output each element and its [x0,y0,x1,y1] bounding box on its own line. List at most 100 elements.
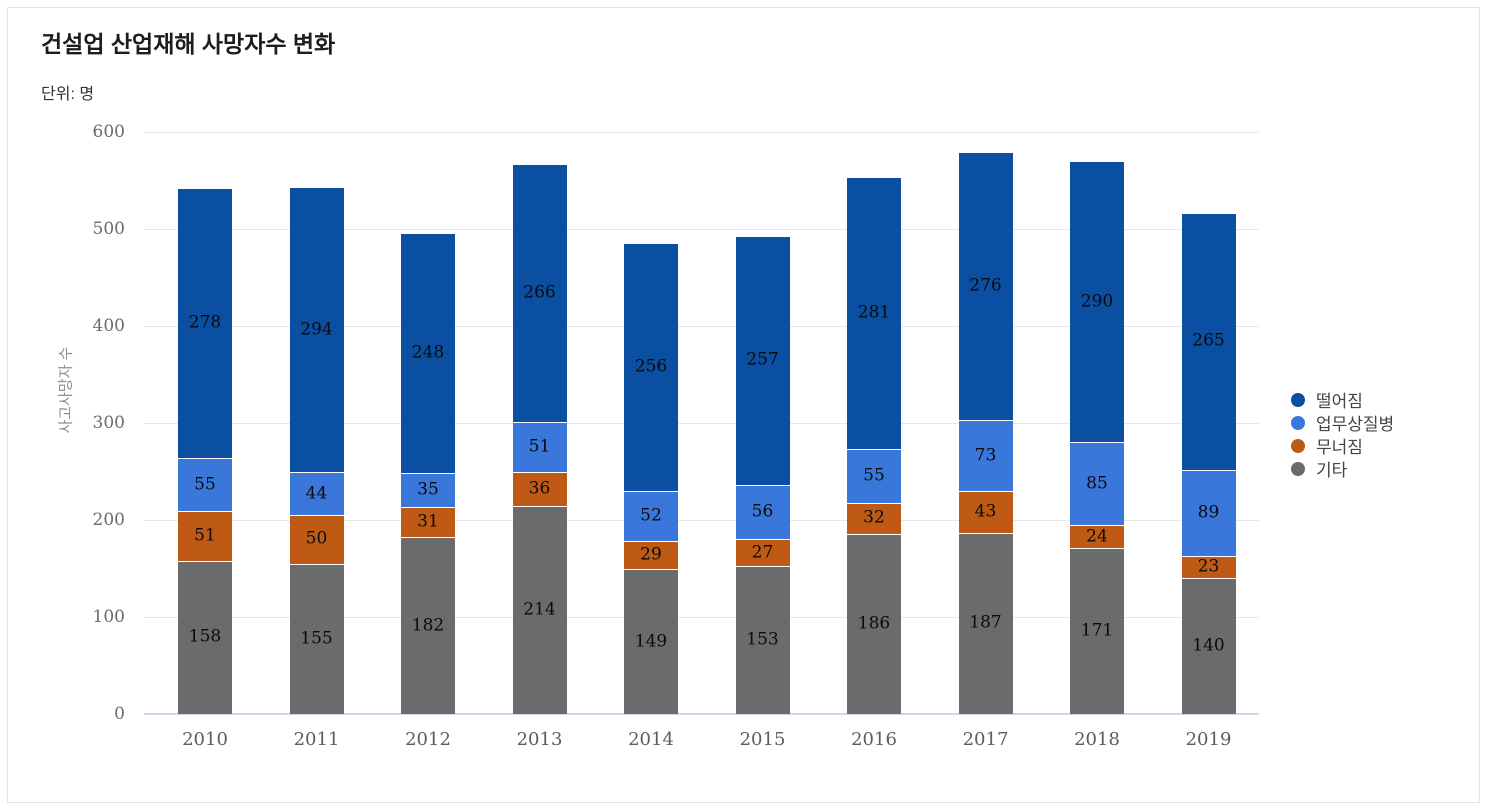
bar-value-label-2019-기타: 140 [1192,635,1225,656]
x-axis-line [144,713,1259,715]
legend-item-업무상질병: 업무상질병 [1291,413,1395,434]
bar-value-label-2018-기타: 171 [1080,620,1114,641]
bar-value-label-2017-떨어짐: 276 [969,275,1002,296]
bar-value-label-2014-기타: 149 [634,631,668,652]
x-tick-label-2013: 2013 [516,729,563,750]
bar-segment-2011-기타 [289,563,344,714]
gridline-y600 [144,131,1259,133]
bar-segment-2018-업무상질병 [1070,442,1124,525]
bar-segment-2018-떨어짐 [1070,161,1124,443]
x-tick-label-2014: 2014 [628,729,674,750]
bar-segment-2015-무너짐 [735,539,790,566]
legend-swatch-icon [1291,392,1305,407]
bar-value-label-2017-업무상질병: 73 [974,445,997,465]
bar-segment-2019-업무상질병 [1181,469,1236,556]
y-tick-label-300: 300 [92,413,125,433]
bar-value-label-2010-떨어짐: 278 [188,312,222,333]
bar-segment-2016-떨어짐 [847,176,901,450]
legend-label: 업무상질병 [1316,415,1395,434]
bar-value-label-2015-무너짐: 27 [751,542,774,562]
bar-value-label-2019-떨어짐: 265 [1192,330,1225,351]
bar-value-label-2018-무너짐: 24 [1086,526,1108,546]
legend-label: 무너짐 [1316,438,1363,457]
bar-segment-2012-무너짐 [401,507,455,538]
unit-label: 단위: 명 [41,86,95,103]
bar-2014: 149 29 52 256 [624,132,678,714]
bar-2017: 187 43 73 276 [958,132,1013,714]
x-tick-label-2011: 2011 [293,729,340,750]
bar-value-label-2011-무너짐: 50 [305,528,328,549]
bar-segment-2017-기타 [958,532,1013,714]
bar-value-label-2016-무너짐: 32 [863,507,885,528]
bar-2013: 214 36 51 266 [512,132,567,714]
bar-2010: 158 51 55 278 [178,132,232,714]
bar-value-label-2014-업무상질병: 52 [640,505,662,526]
bar-value-label-2015-떨어짐: 257 [746,349,779,370]
bar-value-label-2018-업무상질병: 85 [1086,473,1108,494]
legend-swatch-icon [1291,438,1305,453]
bar-2018: 171 24 85 290 [1070,132,1124,714]
bar-value-label-2013-업무상질병: 51 [528,436,551,457]
legend-item-기타: 기타 [1291,459,1394,480]
bar-value-label-2016-기타: 186 [857,613,891,634]
x-tick-label-2012: 2012 [405,729,451,750]
bar-value-label-2017-무너짐: 43 [974,501,997,522]
bar-segment-2013-무너짐 [512,471,567,507]
gridline-y100 [144,616,1259,618]
chart-title: 건설업 산업재해 사망자수 변화 [41,31,336,57]
bar-segment-2017-무너짐 [958,490,1013,533]
bar-value-label-2013-무너짐: 36 [528,478,551,499]
legend-swatch-icon [1291,415,1305,430]
legend-item-무너짐: 무너짐 [1291,436,1394,457]
bar-segment-2013-떨어짐 [512,164,567,423]
bar-segment-2011-무너짐 [289,515,344,564]
bar-value-label-2016-업무상질병: 55 [863,465,885,486]
bar-segment-2010-떨어짐 [178,188,232,458]
y-tick-label-0: 0 [114,704,125,724]
bar-segment-2015-떨어짐 [735,235,790,486]
bar-segment-2016-무너짐 [847,502,901,534]
bar-value-label-2011-떨어짐: 294 [300,319,333,340]
legend-label: 떨어짐 [1316,392,1363,411]
bar-value-label-2015-기타: 153 [746,629,779,650]
bar-value-label-2010-무너짐: 51 [194,525,216,546]
bar-segment-2019-기타 [1181,578,1236,714]
bar-segment-2017-떨어짐 [958,152,1013,421]
bar-value-label-2016-떨어짐: 281 [857,302,891,323]
bar-segment-2014-무너짐 [624,541,678,570]
bar-value-label-2010-기타: 158 [188,626,222,647]
bar-value-label-2013-기타: 214 [523,599,556,620]
bar-value-label-2011-업무상질병: 44 [305,483,328,504]
y-tick-label-500: 500 [92,219,125,239]
bar-segment-2012-기타 [401,537,455,714]
bar-value-label-2012-기타: 182 [411,615,445,636]
gridline-y200 [144,519,1259,521]
bar-value-label-2018-떨어짐: 290 [1080,291,1114,312]
bar-segment-2016-기타 [847,533,901,714]
bar-value-label-2014-떨어짐: 256 [634,356,668,377]
bar-segment-2018-무너짐 [1070,524,1124,549]
gridline-y400 [144,325,1259,327]
bar-value-label-2015-업무상질병: 56 [751,501,774,522]
bar-segment-2010-기타 [178,560,232,714]
bar-segment-2015-기타 [735,565,790,714]
bar-value-label-2012-떨어짐: 248 [411,342,445,363]
bar-segment-2014-업무상질병 [624,490,678,542]
bar-2016: 186 32 55 281 [847,132,901,714]
bar-value-label-2010-업무상질병: 55 [194,474,216,495]
x-tick-label-2015: 2015 [739,729,786,750]
bar-segment-2011-떨어짐 [289,187,344,473]
bar-value-label-2011-기타: 155 [300,628,333,649]
bar-segment-2019-무너짐 [1181,555,1236,579]
legend-item-떨어짐: 떨어짐 [1291,390,1394,411]
chart-card: 건설업 산업재해 사망자수 변화 단위: 명 사고사망자 수 0 100 200 30… [7,7,1480,803]
bar-2011: 155 50 44 294 [289,132,344,714]
plot-area: 0 100 200 300 400 500 600 158 51 55 278 2010 155 50 44… [93,122,1259,750]
x-tick-label-2016: 2016 [851,729,897,750]
y-tick-label-100: 100 [92,607,125,627]
x-tick-label-2019: 2019 [1185,729,1232,750]
bar-segment-2014-떨어짐 [624,242,678,491]
bar-segment-2016-업무상질병 [847,449,901,503]
gridline-y300 [144,422,1259,424]
y-tick-label-200: 200 [92,510,125,530]
